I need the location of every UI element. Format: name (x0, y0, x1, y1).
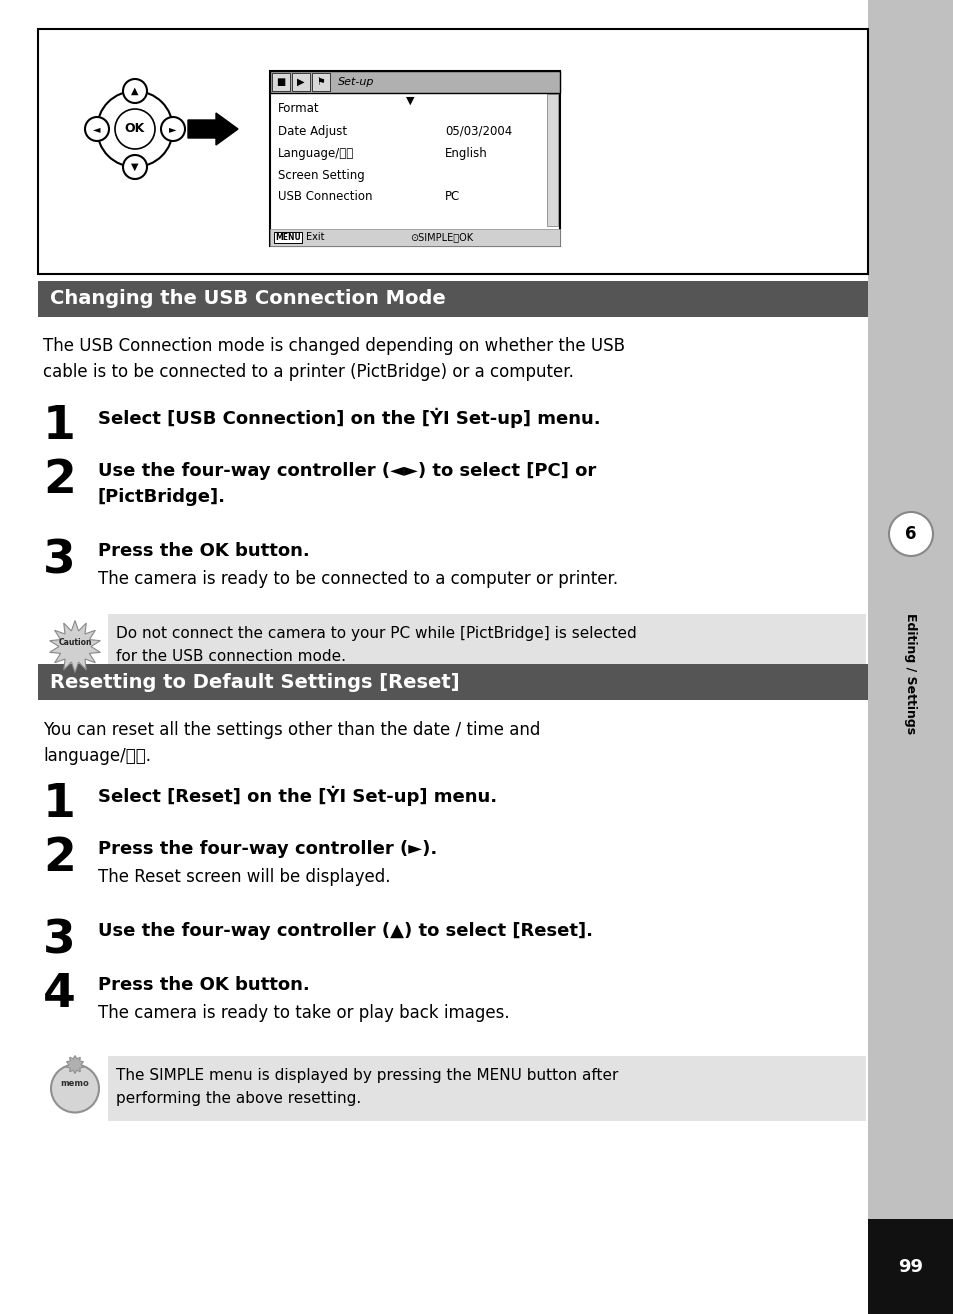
Text: 1: 1 (43, 403, 76, 449)
Text: You can reset all the settings other than the date / time and: You can reset all the settings other tha… (43, 721, 539, 738)
Text: English: English (444, 146, 487, 159)
Text: Changing the USB Connection Mode: Changing the USB Connection Mode (50, 289, 445, 309)
Text: 99: 99 (898, 1257, 923, 1276)
Text: memo: memo (61, 1079, 90, 1088)
Text: 2: 2 (43, 836, 76, 880)
Circle shape (85, 117, 109, 141)
Text: Press the OK button.: Press the OK button. (98, 541, 310, 560)
Text: 05/03/2004: 05/03/2004 (444, 125, 512, 138)
Bar (270, 71, 559, 246)
Text: The camera is ready to be connected to a computer or printer.: The camera is ready to be connected to a… (98, 570, 618, 587)
Text: Use the four-way controller (◄►) to select [PC] or: Use the four-way controller (◄►) to sele… (98, 463, 596, 480)
Circle shape (161, 117, 185, 141)
Bar (108, 1056, 865, 1121)
Bar (867, 0, 953, 1314)
Text: OK: OK (125, 122, 145, 135)
Text: Use the four-way controller (▲) to select [Reset].: Use the four-way controller (▲) to selec… (98, 922, 593, 940)
Circle shape (51, 1064, 99, 1113)
Bar (292, 74, 310, 91)
Text: ▼: ▼ (405, 96, 414, 106)
Text: ►: ► (169, 124, 176, 134)
Text: Date Adjust: Date Adjust (277, 125, 347, 138)
Text: 3: 3 (43, 918, 75, 963)
Text: PC: PC (444, 191, 459, 204)
Bar (38, 29, 867, 275)
Text: ■: ■ (276, 78, 285, 87)
Text: Format: Format (277, 102, 319, 116)
Text: Press the OK button.: Press the OK button. (98, 976, 310, 993)
Text: Language/言語: Language/言語 (277, 146, 354, 159)
Text: cable is to be connected to a printer (PictBridge) or a computer.: cable is to be connected to a printer (P… (43, 363, 574, 381)
Text: ⚑: ⚑ (316, 78, 325, 87)
Text: The SIMPLE menu is displayed by pressing the MENU button after: The SIMPLE menu is displayed by pressing… (116, 1068, 618, 1083)
Text: Select [USB Connection] on the [ẎⅠ Set-up] menu.: Select [USB Connection] on the [ẎⅠ Set-u… (98, 409, 600, 428)
Text: performing the above resetting.: performing the above resetting. (116, 1091, 361, 1106)
Text: 2: 2 (43, 459, 76, 503)
Bar (867, 1219, 953, 1314)
Text: MENU: MENU (274, 233, 300, 242)
Circle shape (115, 109, 154, 148)
Text: Editing / Settings: Editing / Settings (903, 614, 917, 735)
Text: 1: 1 (43, 782, 76, 827)
Text: ◄: ◄ (93, 124, 101, 134)
Text: Caution: Caution (58, 639, 91, 646)
Text: The USB Connection mode is changed depending on whether the USB: The USB Connection mode is changed depen… (43, 336, 624, 355)
Text: The Reset screen will be displayed.: The Reset screen will be displayed. (98, 869, 390, 886)
Circle shape (123, 155, 147, 179)
Text: 6: 6 (904, 526, 916, 543)
Text: 4: 4 (43, 972, 76, 1017)
Polygon shape (188, 113, 237, 145)
Text: Set-up: Set-up (337, 78, 375, 87)
Bar (274, 233, 302, 243)
Polygon shape (67, 1055, 84, 1074)
Text: [PictBridge].: [PictBridge]. (98, 487, 226, 506)
Bar (270, 71, 559, 93)
Text: for the USB connection mode.: for the USB connection mode. (116, 649, 346, 664)
Text: USB Connection: USB Connection (277, 191, 372, 204)
Bar (38, 281, 867, 317)
Text: The camera is ready to take or play back images.: The camera is ready to take or play back… (98, 1004, 509, 1022)
Circle shape (888, 512, 932, 556)
Bar (108, 614, 865, 679)
Text: ⊙SIMPLEⓄOK: ⊙SIMPLEⓄOK (410, 233, 473, 243)
Bar (272, 74, 290, 91)
Text: 3: 3 (43, 537, 75, 583)
Bar (546, 95, 558, 226)
Text: Press the four-way controller (►).: Press the four-way controller (►). (98, 840, 436, 858)
Text: ▲: ▲ (132, 85, 138, 96)
Bar (270, 229, 559, 246)
Text: language/言語.: language/言語. (43, 746, 151, 765)
Circle shape (123, 79, 147, 102)
Text: Resetting to Default Settings [Reset]: Resetting to Default Settings [Reset] (50, 673, 459, 691)
Circle shape (97, 91, 172, 167)
Text: Screen Setting: Screen Setting (277, 168, 364, 181)
Text: Do not connect the camera to your PC while [PictBridge] is selected: Do not connect the camera to your PC whi… (116, 625, 636, 641)
Bar (38, 664, 867, 700)
Polygon shape (50, 620, 100, 673)
Text: ▶: ▶ (297, 78, 304, 87)
Text: Select [Reset] on the [ẎⅠ Set-up] menu.: Select [Reset] on the [ẎⅠ Set-up] menu. (98, 786, 497, 807)
Text: Exit: Exit (306, 233, 324, 243)
Text: ▼: ▼ (132, 162, 138, 172)
Bar (312, 74, 330, 91)
